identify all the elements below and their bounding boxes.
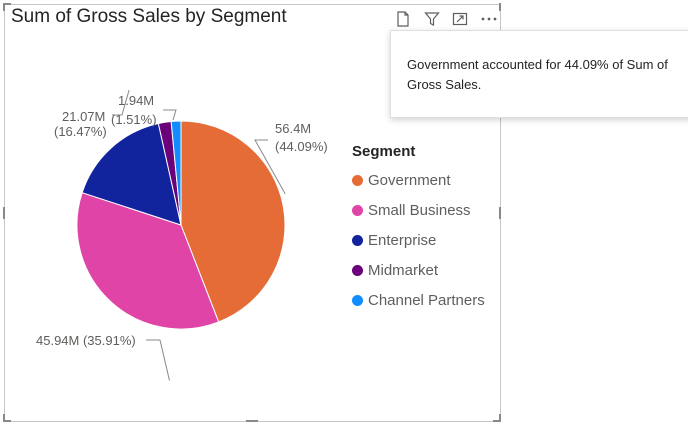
legend-marker-enterprise — [352, 234, 363, 246]
legend-marker-channel-partners — [352, 294, 363, 306]
resize-handle-bottom-right[interactable] — [493, 420, 501, 422]
leader-line-small-business — [146, 339, 170, 381]
legend-marker-government — [352, 174, 363, 186]
legend-item-small-business[interactable]: Small Business — [352, 195, 485, 225]
legend-item-government[interactable]: Government — [352, 165, 485, 195]
legend-label-channel-partners: Channel Partners — [368, 291, 485, 309]
legend-label-midmarket: Midmarket — [368, 261, 439, 279]
copy-icon[interactable] — [394, 9, 413, 29]
legend-item-channel-partners[interactable]: Channel Partners — [352, 285, 485, 315]
resize-handle-top-right[interactable] — [499, 3, 501, 11]
data-label-channel-partners-percent: (1.51%) — [111, 112, 157, 127]
resize-handle-bottom-left[interactable] — [3, 420, 11, 422]
resize-handle-middle-right[interactable] — [499, 207, 501, 219]
leader-line-enterprise — [112, 89, 130, 116]
tooltip-text: Government accounted for 44.09% of Sum o… — [407, 57, 668, 92]
pie-slice-enterprise[interactable] — [81, 122, 182, 226]
leader-line-government — [254, 139, 286, 195]
resize-handle-middle-left[interactable] — [3, 207, 5, 219]
resize-handle-bottom-right-vertical[interactable] — [499, 414, 501, 422]
tooltip: Government accounted for 44.09% of Sum o… — [390, 30, 688, 118]
legend-marker-midmarket — [352, 264, 363, 276]
pie-slice-channel-partners[interactable] — [170, 120, 182, 226]
visual-header-toolbar — [394, 8, 498, 30]
legend-label-small-business: Small Business — [368, 201, 471, 219]
resize-handle-top-left[interactable] — [3, 3, 11, 5]
filter-icon[interactable] — [423, 9, 442, 29]
data-label-channel-partners-value: 1.94M — [118, 93, 154, 108]
legend: Segment Government Small Business Enterp… — [352, 143, 485, 315]
data-label-enterprise-value: 21.07M — [62, 109, 105, 124]
data-label-government-percent: (44.09%) — [275, 139, 328, 154]
resize-handle-bottom-left-vertical[interactable] — [3, 414, 5, 422]
pie-slice-small-business[interactable] — [76, 192, 220, 330]
data-label-government-value: 56.4M — [275, 121, 311, 136]
leader-line-channel-partners — [163, 109, 177, 121]
data-label-small-business: 45.94M (35.91%) — [36, 333, 136, 348]
visual-title: Sum of Gross Sales by Segment — [11, 6, 287, 27]
legend-marker-small-business — [352, 204, 363, 216]
legend-label-enterprise: Enterprise — [368, 231, 437, 249]
resize-handle-middle-bottom[interactable] — [246, 420, 258, 422]
legend-title: Segment — [352, 143, 416, 160]
pie-slice-government[interactable] — [180, 120, 286, 323]
legend-item-enterprise[interactable]: Enterprise — [352, 225, 485, 255]
data-label-enterprise-percent: (16.47%) — [54, 124, 107, 139]
resize-handle-top-left-vertical[interactable] — [3, 3, 5, 11]
legend-label-government: Government — [368, 171, 451, 189]
focus-mode-icon[interactable] — [451, 9, 470, 29]
more-options-icon[interactable] — [480, 9, 499, 29]
legend-item-midmarket[interactable]: Midmarket — [352, 255, 485, 285]
